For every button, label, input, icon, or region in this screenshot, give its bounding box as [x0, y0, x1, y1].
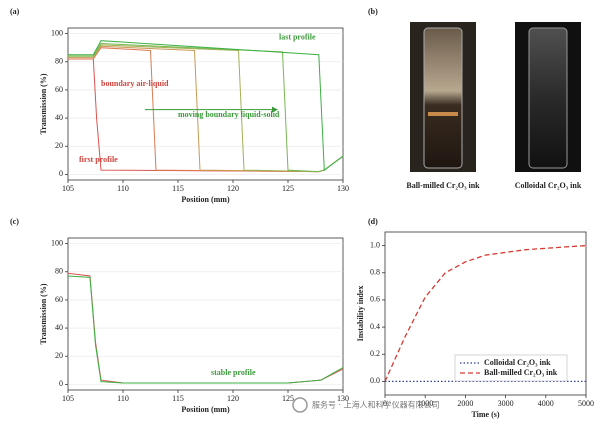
- panel-label: (b): [368, 7, 378, 16]
- x-tick-label: 115: [172, 184, 184, 193]
- x-tick-label: 115: [172, 394, 184, 403]
- y-tick-label: 100: [51, 238, 63, 247]
- y-tick-label: 0.8: [370, 268, 380, 277]
- y-tick-label: 60: [55, 295, 63, 304]
- plot-frame: [67, 27, 344, 181]
- y-axis-label: Transmission (%): [39, 73, 48, 134]
- photo: [410, 22, 476, 172]
- y-tick-label: 80: [55, 57, 63, 66]
- x-tick-label: 0: [383, 399, 387, 408]
- x-axis-label: Position (mm): [181, 195, 230, 204]
- legend-label: Ball-milled Cr₂O₃ ink: [484, 368, 558, 377]
- watermark: 服务号 · 上海人和科学仪器有限公司: [312, 400, 440, 410]
- x-tick-label: 125: [282, 184, 294, 193]
- plot-frame: [67, 237, 344, 391]
- x-tick-label: 125: [282, 394, 294, 403]
- y-tick-label: 1.0: [370, 240, 380, 249]
- panel-label: (c): [10, 217, 19, 226]
- series-line: [67, 275, 344, 384]
- y-tick-label: 0: [59, 169, 63, 178]
- x-tick-label: 105: [62, 394, 74, 403]
- x-tick-label: 3000: [498, 399, 514, 408]
- x-tick-label: 130: [337, 184, 349, 193]
- annotation: moving boundary liquid-solid: [178, 110, 280, 119]
- y-tick-label: 40: [55, 323, 63, 332]
- plot-frame: [384, 231, 587, 396]
- x-axis-label: Time (s): [471, 410, 499, 419]
- series-line: [68, 45, 344, 173]
- y-tick-label: 20: [55, 141, 63, 150]
- annotation: last profile: [279, 33, 316, 42]
- y-axis-label: Transmission (%): [39, 283, 48, 344]
- y-tick-label: 100: [51, 28, 63, 37]
- x-tick-label: 120: [227, 394, 239, 403]
- photo-caption: Ball-milled Cr₂O₃ ink: [406, 181, 480, 190]
- x-axis-label: Position (mm): [181, 405, 230, 414]
- legend-box: [454, 354, 568, 382]
- photo: [515, 22, 581, 172]
- x-tick-label: 120: [227, 184, 239, 193]
- x-tick-label: 110: [117, 184, 129, 193]
- watermark-icon: [292, 397, 308, 413]
- annotation: stable profile: [211, 368, 256, 377]
- annotation: first profile: [79, 155, 118, 164]
- annotation: boundary air-liquid: [101, 79, 169, 88]
- y-tick-label: 80: [55, 267, 63, 276]
- y-tick-label: 0.4: [370, 322, 380, 331]
- series-line: [384, 244, 587, 382]
- y-tick-label: 60: [55, 85, 63, 94]
- y-axis-label: Instability index: [356, 286, 365, 342]
- y-tick-label: 0: [59, 379, 63, 388]
- panel-label: (d): [368, 217, 378, 226]
- y-tick-label: 0.6: [370, 295, 380, 304]
- x-tick-label: 105: [62, 184, 74, 193]
- x-tick-label: 4000: [538, 399, 554, 408]
- y-tick-label: 40: [55, 113, 63, 122]
- series-line: [68, 42, 344, 173]
- x-tick-label: 5000: [578, 399, 594, 408]
- series-line: [68, 40, 344, 172]
- photo-caption: Colloidal Cr₂O₃ ink: [515, 181, 582, 190]
- series-line: [68, 44, 344, 173]
- panel-label: (a): [10, 7, 20, 16]
- x-tick-label: 130: [337, 394, 349, 403]
- legend-label: Colloidal Cr₂O₃ ink: [484, 358, 551, 367]
- y-tick-label: 20: [55, 351, 63, 360]
- x-tick-label: 2000: [457, 399, 473, 408]
- y-tick-label: 0.2: [370, 349, 380, 358]
- y-tick-label: 0.0: [370, 376, 380, 385]
- x-tick-label: 1000: [417, 399, 433, 408]
- x-tick-label: 110: [117, 394, 129, 403]
